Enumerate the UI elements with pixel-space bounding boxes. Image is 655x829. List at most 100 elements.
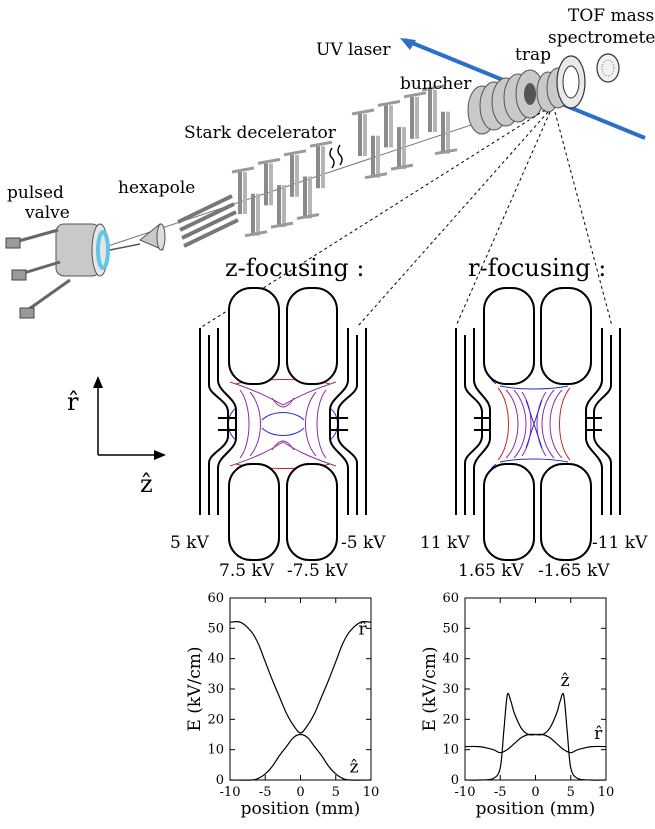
x-axis-label: position (mm)	[476, 799, 596, 819]
y-tick-label: 50	[442, 621, 459, 636]
z-voltage-inner-right: -7.5 kV	[287, 561, 348, 581]
y-tick-label: 20	[442, 712, 459, 727]
z-inner-left-bottom-electrode	[228, 463, 280, 561]
r-focusing-cross-section: 11 kV -11 kV 1.65 kV -1.65 kV	[420, 287, 648, 581]
zoom-line-3	[455, 111, 551, 327]
series-label: r̂	[594, 724, 603, 744]
r-voltage-inner-right: -1.65 kV	[538, 561, 610, 581]
y-tick-label: 60	[207, 591, 224, 606]
y-axis-label: E (kV/cm)	[420, 646, 440, 731]
x-tick-label: 10	[363, 785, 380, 800]
label-buncher: buncher	[400, 74, 472, 94]
r-inner-left-bottom-electrode	[483, 463, 535, 561]
y-tick-label: 60	[442, 591, 459, 606]
stark-electrode-pair	[390, 127, 414, 171]
x-tick-label: 5	[332, 785, 340, 800]
r-inner-right-bottom-electrode	[540, 463, 592, 561]
coordinate-axes: r̂ ẑ	[67, 376, 166, 498]
stark-electrode-pair	[364, 135, 388, 180]
z-endcap-left	[208, 335, 229, 515]
x-tick-label: 5	[567, 785, 575, 800]
r-axis-label: r̂	[67, 388, 79, 416]
stark-electrode-pair	[231, 166, 255, 214]
label-pulsed-valve-2: valve	[24, 203, 70, 223]
z-inner-left-top-electrode	[228, 287, 280, 385]
stark-electrode-pair	[283, 149, 307, 197]
series-label: ẑ	[561, 671, 570, 691]
plot-frame	[464, 597, 607, 781]
y-tick-label: 30	[207, 682, 224, 697]
x-tick-label: 10	[598, 785, 615, 800]
z-endcap-right	[337, 335, 358, 515]
series-line	[464, 733, 607, 754]
label-pulsed-valve-1: pulsed	[7, 183, 64, 203]
r-endcap-right	[593, 335, 612, 515]
x-tick-label: -10	[455, 785, 476, 800]
x-tick-label: 0	[531, 785, 539, 800]
plot-frame	[229, 597, 372, 781]
y-tick-label: 50	[207, 621, 224, 636]
stark-electrode-pair	[270, 185, 294, 229]
z-voltage-outer-left: 5 kV	[170, 533, 210, 553]
x-axis-label: position (mm)	[241, 799, 361, 819]
zoom-line-4	[554, 111, 613, 327]
stark-electrode-pair	[244, 193, 268, 238]
series-line	[464, 692, 607, 781]
z-axis-label: ẑ	[140, 470, 153, 498]
series-line	[229, 621, 372, 734]
z-focusing-field-lines	[228, 379, 338, 469]
y-tick-label: 0	[216, 773, 224, 788]
decelerator-break-symbol	[329, 144, 343, 169]
z-voltage-outer-right: -5 kV	[341, 533, 386, 553]
series-label: r̂	[358, 619, 367, 639]
stark-decelerator	[231, 84, 458, 238]
label-uv-laser: UV laser	[316, 40, 391, 60]
tof-mass-spectrometer	[556, 53, 620, 109]
z-voltage-inner-left: 7.5 kV	[219, 561, 275, 581]
y-tick-label: 10	[207, 743, 224, 758]
r-voltage-outer-left: 11 kV	[420, 533, 470, 553]
zoom-line-1	[199, 109, 546, 329]
y-axis-label: E (kV/cm)	[185, 646, 205, 731]
y-tick-label: 0	[451, 773, 459, 788]
x-tick-label: -5	[494, 785, 507, 800]
stark-electrode-pair	[257, 157, 281, 206]
r-inner-left-top-electrode	[483, 287, 535, 385]
label-tof-1: TOF mass	[568, 6, 654, 26]
label-tof-2: spectrometer	[548, 28, 655, 48]
label-hexapole: hexapole	[118, 178, 195, 198]
x-tick-label: 0	[296, 785, 304, 800]
pulsed-valve	[5, 223, 141, 319]
r-focusing-title: r-focusing :	[468, 254, 606, 282]
hexapole	[139, 194, 239, 251]
z-inner-right-top-electrode	[286, 287, 338, 385]
z-focusing-title: z-focusing :	[225, 254, 365, 282]
y-tick-label: 40	[207, 652, 224, 667]
stark-electrode-pair	[351, 108, 375, 156]
stark-electrode-pair	[403, 91, 427, 139]
r-endcap-left	[464, 335, 483, 515]
stark-electrode-pair	[296, 176, 320, 220]
z-inner-right-bottom-electrode	[286, 463, 338, 561]
chart-z-focusing-field: -10 -5 0 5 10 0 10 20 30 40 50 60 position (mm) E (kV…	[185, 591, 379, 819]
series-label: ẑ	[350, 757, 359, 777]
label-trap: trap	[515, 45, 551, 65]
r-inner-right-top-electrode	[540, 287, 592, 385]
apparatus-illustration: pulsed valve hexapole Stark decelerator …	[5, 6, 655, 329]
y-tick-label: 20	[207, 712, 224, 727]
x-tick-label: -5	[259, 785, 272, 800]
y-tick-label: 40	[442, 652, 459, 667]
y-tick-label: 10	[442, 743, 459, 758]
x-tick-label: -10	[220, 785, 241, 800]
stark-electrode-pair	[309, 140, 333, 189]
r-voltage-inner-left: 1.65 kV	[458, 561, 525, 581]
buncher	[467, 69, 545, 135]
r-voltage-outer-right: -11 kV	[592, 533, 648, 553]
chart-r-focusing-field: -10 -5 0 5 10 0 10 20 30 40 50 60 position (mm) E (kV…	[420, 591, 614, 819]
stark-electrode-pair	[434, 111, 458, 156]
y-tick-label: 30	[442, 682, 459, 697]
stark-electrode-pair	[421, 84, 445, 132]
stark-electrode-pair	[377, 99, 401, 148]
series-line	[229, 733, 372, 781]
